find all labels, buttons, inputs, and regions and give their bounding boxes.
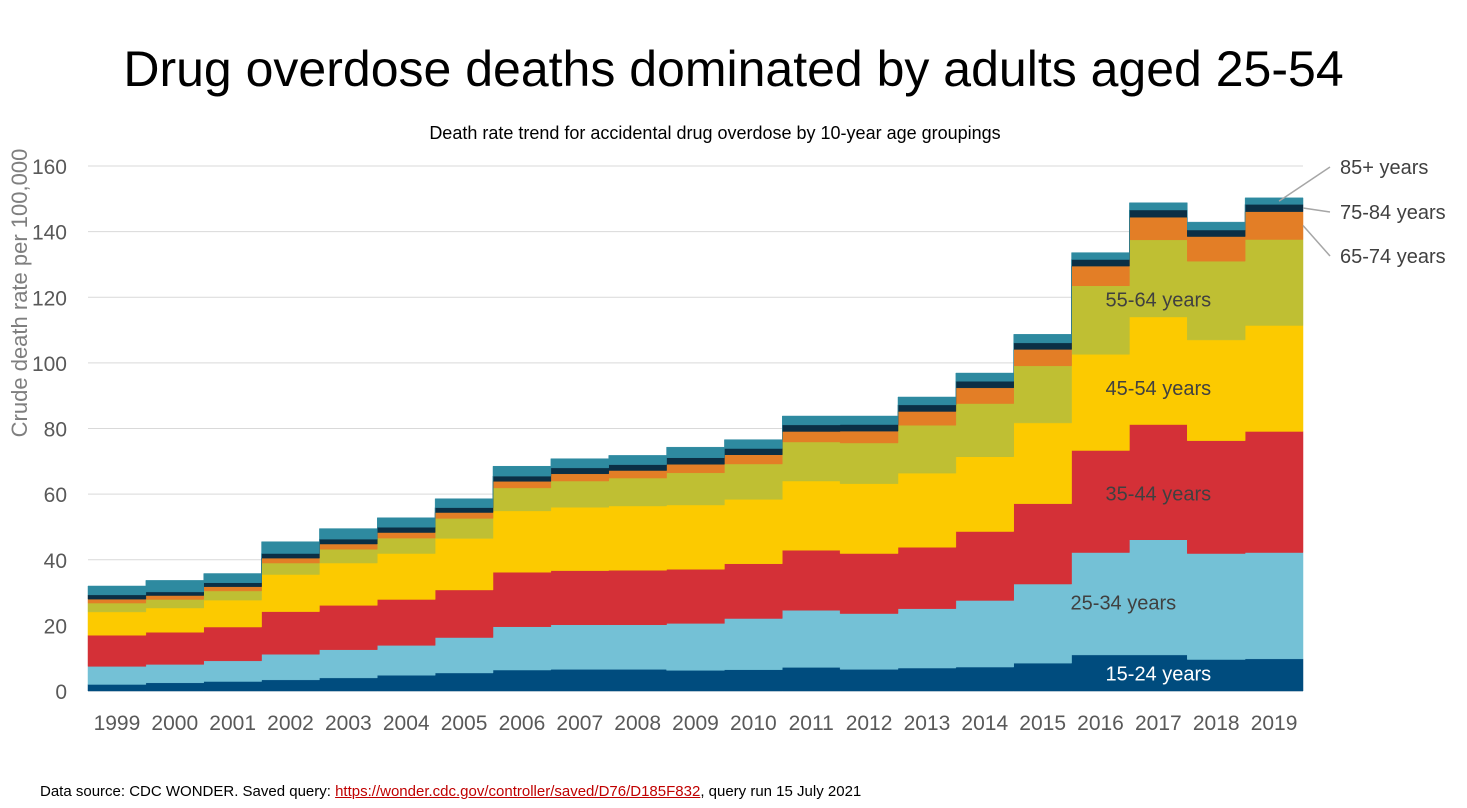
stacked-areas <box>87 197 1304 692</box>
callout-line <box>1278 166 1331 202</box>
x-tick-label: 2009 <box>672 712 719 735</box>
y-tick-label: 100 <box>32 353 67 376</box>
footer-suffix: , query run 15 July 2021 <box>700 783 862 800</box>
x-tick-label: 2012 <box>846 712 893 735</box>
x-tick-label: 2018 <box>1193 712 1240 735</box>
area-series-85-years <box>87 197 1304 596</box>
series-label: 55-64 years <box>1106 290 1212 312</box>
x-tick-label: 2013 <box>904 712 951 735</box>
data-source-footer: Data source: CDC WONDER. Saved query: ht… <box>40 783 861 800</box>
footer-prefix: Data source: CDC WONDER. Saved query: <box>40 783 336 800</box>
callout-label: 65-74 years <box>1340 246 1446 268</box>
x-tick-label: 2015 <box>1019 712 1066 735</box>
x-tick-label: 2000 <box>151 712 198 735</box>
y-tick-label: 0 <box>55 681 67 704</box>
x-tick-label: 2019 <box>1251 712 1298 735</box>
x-tick-label: 2004 <box>383 712 430 735</box>
callout-line <box>1302 225 1331 257</box>
x-tick-label: 2001 <box>209 712 256 735</box>
x-tick-label: 2003 <box>325 712 372 735</box>
chart-canvas: Death rate trend for accidental drug ove… <box>7 123 1446 735</box>
x-tick-label: 2014 <box>961 712 1008 735</box>
series-label: 35-44 years <box>1106 484 1212 506</box>
x-tick-label: 2017 <box>1135 712 1182 735</box>
series-label: 25-34 years <box>1071 593 1177 615</box>
series-label: 45-54 years <box>1106 378 1212 400</box>
y-tick-label: 140 <box>32 222 67 245</box>
x-tick-label: 2010 <box>730 712 777 735</box>
callout-label: 85+ years <box>1340 157 1428 179</box>
y-tick-labels: 0 20 40 60 80 100 120 140 160 <box>32 156 67 704</box>
y-tick-label: 160 <box>32 156 67 179</box>
callout-label: 75-84 years <box>1340 202 1446 224</box>
y-tick-label: 120 <box>32 287 67 310</box>
y-tick-label: 60 <box>44 484 67 507</box>
source-link[interactable]: https://wonder.cdc.gov/controller/saved/… <box>335 783 701 800</box>
y-tick-label: 20 <box>44 615 67 638</box>
series-labels: 15-24 years 25-34 years 35-44 years 45-54 y… <box>1071 157 1446 686</box>
x-tick-label: 2005 <box>441 712 488 735</box>
x-tick-label: 2007 <box>556 712 603 735</box>
x-tick-label: 1999 <box>94 712 141 735</box>
chart-subtitle: Death rate trend for accidental drug ove… <box>429 123 1000 143</box>
series-label: 15-24 years <box>1106 664 1212 686</box>
x-tick-label: 2002 <box>267 712 314 735</box>
x-tick-label: 2011 <box>789 712 834 735</box>
y-tick-label: 80 <box>44 419 67 442</box>
x-tick-label: 2006 <box>499 712 546 735</box>
y-tick-label: 40 <box>44 550 67 573</box>
x-tick-label: 2016 <box>1077 712 1124 735</box>
chart-title: Drug overdose deaths dominated by adults… <box>123 41 1344 97</box>
callout-line <box>1302 207 1331 213</box>
y-axis-label: Crude death rate per 100,000 <box>7 149 32 438</box>
x-tick-labels: 1999 2000 2001 2002 2003 2004 2005 2006 2007 2008… <box>94 712 1298 735</box>
x-tick-label: 2008 <box>614 712 661 735</box>
